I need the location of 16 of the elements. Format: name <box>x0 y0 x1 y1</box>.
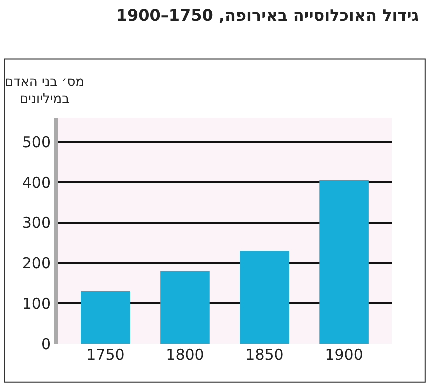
y-tick-label: 300 <box>22 214 51 232</box>
bar <box>81 292 130 344</box>
chart-title: גידול האוכלוסייה באירופה, 1750–1900 <box>116 6 420 25</box>
bar <box>160 271 210 344</box>
y-tick-label: 100 <box>22 294 51 313</box>
x-tick-label: 1750 <box>86 346 125 364</box>
x-tick-label: 1850 <box>246 346 284 364</box>
y-tick-label: 500 <box>22 133 51 152</box>
y-tick-label: 200 <box>22 254 51 273</box>
bar <box>320 180 369 344</box>
y-axis-title: מס׳ בני האדם במיליונים <box>5 75 84 107</box>
y-tick-label: 400 <box>22 174 51 192</box>
y-tick-label: 0 <box>41 335 51 354</box>
bar <box>240 251 290 344</box>
x-tick-label: 1900 <box>325 346 364 364</box>
x-tick-label: 1800 <box>166 346 204 364</box>
